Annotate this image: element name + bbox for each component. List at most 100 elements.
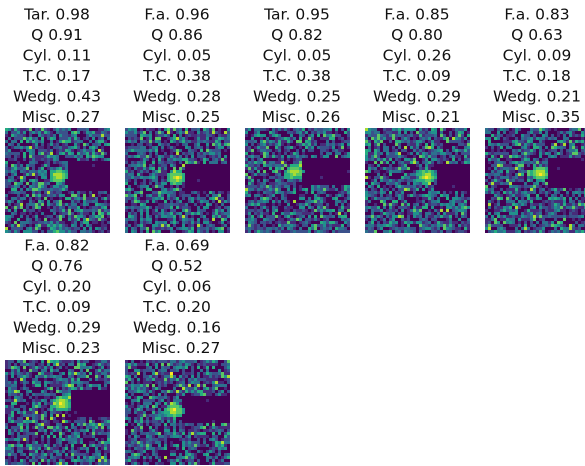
image-pixel	[392, 203, 395, 206]
image-pixel	[104, 158, 107, 161]
image-pixel	[62, 450, 65, 453]
image-pixel	[437, 149, 440, 152]
image-pixel	[41, 221, 44, 224]
image-pixel	[26, 227, 29, 230]
image-pixel	[98, 426, 101, 429]
image-pixel	[137, 176, 140, 179]
image-pixel	[302, 212, 305, 215]
image-pixel	[248, 194, 251, 197]
image-pixel	[95, 378, 98, 381]
image-pixel	[107, 363, 110, 366]
image-pixel	[383, 173, 386, 176]
image-pixel	[566, 131, 569, 134]
image-pixel	[314, 188, 317, 191]
image-pixel	[65, 366, 68, 369]
image-pixel	[59, 227, 62, 230]
image-pixel	[467, 221, 470, 224]
image-pixel	[317, 131, 320, 134]
image-pixel	[395, 191, 398, 194]
image-pixel	[134, 224, 137, 227]
image-pixel	[158, 203, 161, 206]
image-pixel	[581, 131, 584, 134]
image-pixel	[41, 369, 44, 372]
image-pixel	[170, 369, 173, 372]
image-pixel	[83, 363, 86, 366]
image-pixel	[404, 185, 407, 188]
image-pixel	[170, 155, 173, 158]
image-pixel	[245, 218, 248, 221]
image-pixel	[395, 152, 398, 155]
image-pixel	[533, 149, 536, 152]
image-pixel	[260, 212, 263, 215]
image-pixel	[23, 137, 26, 140]
image-pixel	[47, 194, 50, 197]
image-pixel	[281, 191, 284, 194]
image-pixel	[428, 185, 431, 188]
image-pixel	[191, 161, 194, 164]
image-pixel	[32, 432, 35, 435]
image-pixel	[77, 218, 80, 221]
image-pixel	[197, 227, 200, 230]
image-pixel	[32, 158, 35, 161]
image-pixel	[5, 372, 8, 375]
image-pixel	[107, 221, 110, 224]
image-pixel	[389, 140, 392, 143]
image-pixel	[278, 140, 281, 143]
image-pixel	[341, 224, 344, 227]
image-pixel	[77, 459, 80, 462]
image-pixel	[158, 191, 161, 194]
image-pixel	[32, 459, 35, 462]
image-pixel	[269, 194, 272, 197]
image-pixel	[392, 179, 395, 182]
image-pixel	[8, 155, 11, 158]
image-pixel	[365, 230, 368, 233]
image-pixel	[302, 143, 305, 146]
image-pixel	[464, 149, 467, 152]
image-pixel	[101, 444, 104, 447]
image-pixel	[209, 134, 212, 137]
image-pixel	[425, 173, 428, 176]
image-pixel	[8, 390, 11, 393]
image-pixel	[101, 128, 104, 131]
image-pixel	[14, 179, 17, 182]
image-pixel	[146, 149, 149, 152]
image-pixel	[89, 146, 92, 149]
image-pixel	[200, 212, 203, 215]
image-pixel	[74, 131, 77, 134]
image-pixel	[269, 221, 272, 224]
image-pixel	[245, 188, 248, 191]
image-pixel	[554, 215, 557, 218]
image-pixel	[320, 143, 323, 146]
image-pixel	[77, 435, 80, 438]
image-pixel	[536, 176, 539, 179]
image-pixel	[77, 128, 80, 131]
image-pixel	[386, 221, 389, 224]
image-pixel	[347, 191, 350, 194]
image-pixel	[506, 203, 509, 206]
image-pixel	[368, 158, 371, 161]
image-pixel	[251, 179, 254, 182]
image-pixel	[95, 134, 98, 137]
image-pixel	[323, 197, 326, 200]
image-pixel	[47, 372, 50, 375]
image-pixel	[272, 203, 275, 206]
image-pixel	[578, 206, 581, 209]
image-pixel	[422, 134, 425, 137]
image-pixel	[134, 155, 137, 158]
image-pixel	[512, 134, 515, 137]
image-pixel	[458, 155, 461, 158]
image-pixel	[104, 387, 107, 390]
image-pixel	[152, 167, 155, 170]
image-pixel	[509, 215, 512, 218]
image-pixel	[248, 188, 251, 191]
image-pixel	[455, 194, 458, 197]
image-pixel	[278, 227, 281, 230]
image-pixel	[488, 188, 491, 191]
image-pixel	[32, 417, 35, 420]
image-pixel	[179, 176, 182, 179]
image-pixel	[374, 161, 377, 164]
image-pixel	[35, 408, 38, 411]
image-pixel	[80, 197, 83, 200]
image-pixel	[416, 164, 419, 167]
image-pixel	[266, 155, 269, 158]
